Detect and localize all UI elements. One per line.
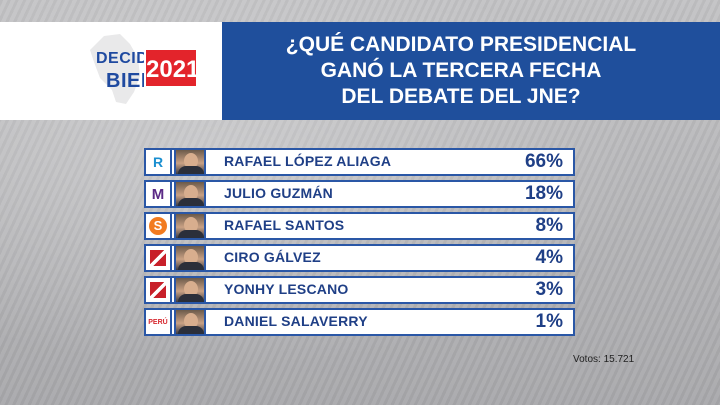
partido-morado-logo: M: [144, 180, 172, 208]
candidate-percentage: 1%: [535, 311, 563, 332]
party-logo-text: [150, 282, 166, 298]
accion-popular-logo: [144, 276, 172, 304]
candidate-percentage: 4%: [535, 247, 563, 268]
peru-map-icon: [90, 34, 140, 104]
question-line-2: GANÓ LA TERCERA FECHA: [320, 59, 602, 82]
candidate-photo: [174, 308, 206, 336]
candidate-photo: [174, 148, 206, 176]
candidate-name: RAFAEL LÓPEZ ALIAGA: [224, 153, 392, 169]
candidate-name: RAFAEL SANTOS: [224, 217, 345, 233]
result-row: YONHY LESCANO 3%: [144, 276, 575, 304]
logo-bien-text: BIEN: [106, 70, 156, 92]
candidate-name: YONHY LESCANO: [224, 281, 349, 297]
candidate-name: JULIO GUZMÁN: [224, 185, 333, 201]
peru-patria-segura-logo: S: [144, 212, 172, 240]
party-logo-text: S: [149, 217, 167, 235]
votes-count: Votos: 15.721: [573, 354, 635, 365]
question-banner: ¿QUÉ CANDIDATO PRESIDENCIAL GANÓ LA TERC…: [222, 22, 720, 120]
candidate-name: DANIEL SALAVERRY: [224, 313, 368, 329]
candidate-photo: [174, 212, 206, 240]
candidate-percentage: 3%: [535, 279, 563, 300]
renacimiento-unido-logo: [144, 244, 172, 272]
logo-decide-text: DECIDE: [96, 50, 160, 67]
candidate-photo: [174, 180, 206, 208]
logo-year-badge: 2021: [144, 48, 199, 88]
renovacion-popular-logo: R: [144, 148, 172, 176]
result-row: M JULIO GUZMÁN 18%: [144, 180, 575, 208]
candidate-photo: [174, 244, 206, 272]
result-row: S RAFAEL SANTOS 8%: [144, 212, 575, 240]
candidate-photo: [174, 276, 206, 304]
results-table: R RAFAEL LÓPEZ ALIAGA 66% M JULIO GUZMÁN 18% S…: [144, 148, 575, 340]
candidate-percentage: 66%: [524, 151, 563, 172]
party-logo-text: PERÚ: [148, 318, 168, 326]
somos-peru-logo: PERÚ: [144, 308, 172, 336]
result-row: R RAFAEL LÓPEZ ALIAGA 66%: [144, 148, 575, 176]
question-title: ¿QUÉ CANDIDATO PRESIDENCIAL GANÓ LA TERC…: [286, 32, 656, 110]
party-logo-text: M: [151, 185, 165, 203]
candidate-percentage: 18%: [524, 183, 563, 204]
party-logo-text: [150, 250, 166, 266]
decide-bien-logo: DECIDE BIEN 2021: [86, 32, 204, 110]
question-line-3: DEL DEBATE DEL JNE?: [341, 85, 581, 108]
result-row: CIRO GÁLVEZ 4%: [144, 244, 575, 272]
question-line-1: ¿QUÉ CANDIDATO PRESIDENCIAL: [285, 33, 637, 56]
candidate-name: CIRO GÁLVEZ: [224, 249, 321, 265]
result-row: PERÚ DANIEL SALAVERRY 1%: [144, 308, 575, 336]
candidate-percentage: 8%: [535, 215, 563, 236]
party-logo-text: R: [152, 154, 164, 170]
